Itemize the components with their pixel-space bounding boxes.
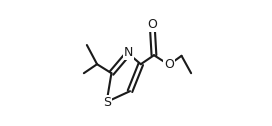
Text: N: N [123,46,133,59]
Text: O: O [164,58,174,71]
Text: S: S [103,96,111,109]
Text: O: O [147,18,157,31]
